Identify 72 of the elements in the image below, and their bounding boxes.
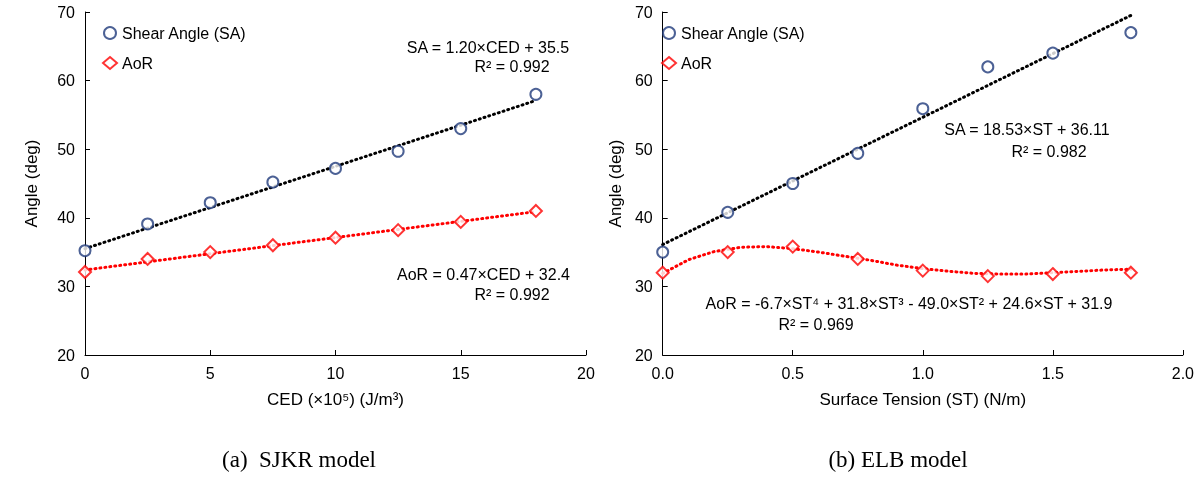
annotation: R² = 0.992 xyxy=(474,285,550,303)
point xyxy=(78,244,92,258)
y-axis-title: Angle (deg) xyxy=(606,139,625,228)
point xyxy=(656,245,670,259)
point xyxy=(916,102,930,116)
y-tick-label: 30 xyxy=(57,277,76,295)
point xyxy=(786,177,800,190)
legend-label: Shear Angle (SA) xyxy=(122,24,246,42)
annotation: R² = 0.969 xyxy=(778,315,854,333)
point xyxy=(529,87,543,101)
y-tick-label: 60 xyxy=(634,72,653,90)
point xyxy=(328,230,343,245)
point xyxy=(1045,267,1060,282)
x-tick-label: 15 xyxy=(451,364,470,382)
x-tick-label: 20 xyxy=(577,364,595,382)
y-axis-title: Angle (deg) xyxy=(22,139,41,228)
text: (a) SJKR model xyxy=(222,447,376,472)
text: (b) ELB model xyxy=(828,447,968,472)
point xyxy=(140,251,155,266)
point xyxy=(785,239,800,254)
point xyxy=(266,175,280,189)
x-axis-title: CED (×10⁵) (J/m³) xyxy=(267,390,404,409)
y-tick-label: 60 xyxy=(57,72,76,90)
annotation: AoR = 0.47×CED + 32.4 xyxy=(397,265,571,283)
x-tick-label: 2.0 xyxy=(1171,364,1195,382)
point xyxy=(454,122,468,136)
annotation: SA = 18.53×ST + 36.11 xyxy=(944,120,1110,138)
y-tick-label: 70 xyxy=(634,3,653,21)
x-tick-label: 1.0 xyxy=(911,364,935,382)
point xyxy=(391,223,406,238)
y-tick-label: 30 xyxy=(634,277,653,295)
point xyxy=(265,238,280,253)
x-tick-label: 10 xyxy=(326,364,345,382)
x-tick-label: 0.5 xyxy=(781,364,804,382)
y-tick-label: 70 xyxy=(57,3,76,21)
point xyxy=(1046,46,1060,60)
point xyxy=(851,146,865,160)
point xyxy=(203,245,218,260)
point xyxy=(1123,265,1138,280)
point xyxy=(980,269,995,284)
x-tick-label: 1.5 xyxy=(1041,364,1065,382)
point xyxy=(981,60,995,74)
point xyxy=(720,245,735,260)
point xyxy=(655,265,670,280)
y-tick-label: 50 xyxy=(634,140,653,158)
point xyxy=(1124,26,1138,40)
x-tick-label: 5 xyxy=(205,364,215,382)
point xyxy=(721,205,735,219)
x-tick-label: 0 xyxy=(80,364,90,382)
point xyxy=(78,264,92,279)
point xyxy=(203,196,217,210)
y-tick-label: 20 xyxy=(57,346,76,364)
annotation: R² = 0.982 xyxy=(1011,142,1087,160)
point xyxy=(453,214,468,229)
y-tick-label: 20 xyxy=(634,346,653,364)
point xyxy=(329,161,342,175)
annotation: AoR = -6.7×ST⁴ + 31.8×ST³ - 49.0×ST² + 24.6×ST + 31.9 xyxy=(705,294,1113,312)
y-tick-label: 50 xyxy=(57,140,76,158)
point xyxy=(528,203,543,218)
annotation: SA = 1.20×CED + 35.5 xyxy=(406,38,570,56)
point xyxy=(141,217,155,231)
y-tick-label: 40 xyxy=(57,209,76,227)
annotation: R² = 0.992 xyxy=(474,57,550,75)
x-axis-title: Surface Tension (ST) (N/m) xyxy=(819,390,1027,409)
point xyxy=(850,251,865,266)
legend-label: AoR xyxy=(122,54,154,72)
legend-label: Shear Angle (SA) xyxy=(681,24,805,42)
point xyxy=(391,144,405,158)
y-tick-label: 40 xyxy=(634,209,653,227)
x-tick-label: 0.0 xyxy=(651,364,674,382)
point xyxy=(915,263,930,278)
legend-label: AoR xyxy=(681,54,713,72)
